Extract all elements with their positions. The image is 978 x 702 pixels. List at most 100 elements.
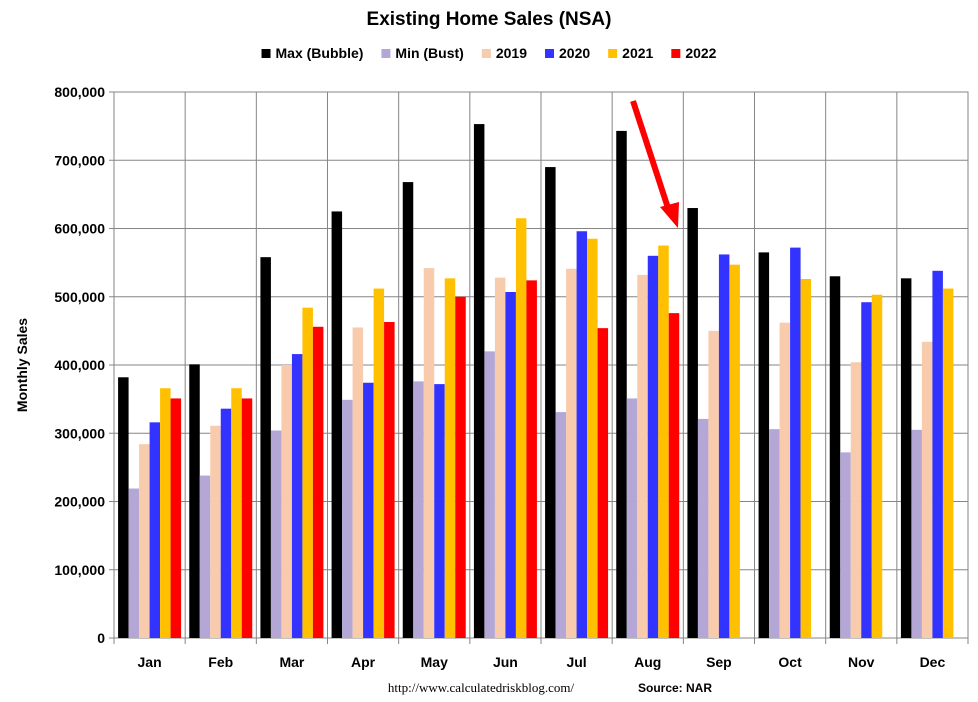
y-tick-label: 700,000 (54, 152, 105, 168)
y-tick-label: 100,000 (54, 562, 105, 578)
y-tick-label: 0 (97, 630, 105, 646)
legend-swatch (545, 49, 555, 58)
y-tick-label: 500,000 (54, 289, 105, 305)
bar (758, 252, 770, 638)
bar (342, 399, 353, 638)
x-tick-label: Jan (138, 654, 162, 670)
bar (505, 291, 516, 638)
bar (779, 322, 791, 638)
bar (687, 208, 698, 638)
bar (576, 231, 588, 639)
y-tick-label: 800,000 (54, 84, 105, 100)
annotation-arrow (630, 100, 679, 228)
bar (231, 388, 242, 638)
legend-swatch (261, 49, 271, 58)
bar (128, 488, 140, 638)
bar (790, 247, 801, 639)
bar (708, 330, 719, 638)
bar (139, 444, 150, 638)
y-tick-label: 600,000 (54, 221, 105, 237)
legend-swatch (608, 49, 618, 58)
bar (840, 452, 851, 638)
bar (515, 218, 527, 638)
bar (363, 382, 374, 638)
bar (494, 277, 506, 638)
bar (647, 255, 659, 639)
bar (861, 302, 872, 638)
legend-label: Max (Bubble) (276, 45, 364, 61)
bar (118, 377, 129, 638)
plot-area: 0 100,000 200,000 300,000 400,000 500,000 600,… (54, 84, 969, 670)
bar (270, 430, 282, 638)
arrow-head (660, 202, 679, 228)
bar (413, 381, 424, 638)
arrow-shaft (630, 100, 671, 209)
bar (850, 362, 862, 638)
bar (829, 276, 841, 638)
bar (658, 245, 669, 638)
bar (871, 294, 883, 638)
x-tick-label: Aug (634, 654, 661, 670)
bar (373, 288, 385, 638)
x-tick-label: Nov (848, 654, 875, 670)
legend-label: 2022 (685, 45, 716, 61)
y-axis-label: Monthly Sales (14, 318, 30, 412)
bar (149, 422, 161, 638)
bar (729, 264, 740, 638)
bar (587, 238, 598, 639)
bar (545, 167, 556, 638)
x-tick-label: May (421, 654, 448, 670)
bar (637, 274, 648, 638)
bar (668, 313, 680, 638)
chart-title: Existing Home Sales (NSA) (367, 9, 612, 30)
legend: Max (Bubble) Min (Bust) 2019 2020 2021 2022 (261, 45, 717, 61)
legend-label: 2020 (559, 45, 590, 61)
x-tick-label: Oct (778, 654, 802, 670)
y-tick-label: 400,000 (54, 357, 105, 373)
bar (260, 257, 271, 638)
bar (444, 278, 456, 638)
bar (241, 398, 253, 638)
legend-swatch (671, 49, 681, 58)
bar (199, 475, 211, 638)
bar (352, 327, 364, 638)
bar (384, 322, 395, 638)
bar (769, 429, 780, 638)
x-tick-label: Jun (493, 654, 518, 670)
bar (718, 254, 730, 638)
bar (597, 328, 609, 638)
legend-swatch (381, 49, 391, 58)
bar (800, 279, 812, 638)
footer-source: Source: NAR (638, 681, 712, 695)
x-tick-label: Sep (706, 654, 732, 670)
bar (170, 398, 182, 638)
y-tick-label: 300,000 (54, 425, 105, 441)
footer-url: http://www.calculatedriskblog.com/ (388, 680, 575, 695)
bar (455, 296, 466, 638)
bar (932, 270, 943, 638)
x-tick-label: Jul (566, 654, 586, 670)
bar (402, 182, 414, 638)
bar (312, 326, 324, 638)
bar (210, 425, 221, 638)
bar (526, 280, 537, 638)
bar (555, 412, 567, 638)
bar (423, 268, 435, 638)
x-tick-label: Mar (279, 654, 304, 670)
bar (220, 408, 232, 638)
bar (281, 365, 292, 638)
bar (160, 388, 171, 638)
legend-swatch (481, 49, 491, 58)
bar (434, 384, 445, 638)
bar (626, 398, 638, 638)
bar (291, 354, 303, 638)
x-tick-label: Dec (920, 654, 946, 670)
bar (302, 307, 313, 638)
x-tick-label: Apr (351, 654, 376, 670)
legend-label: 2019 (496, 45, 527, 61)
bar (900, 278, 912, 638)
bar (189, 364, 200, 638)
bar (942, 288, 954, 638)
